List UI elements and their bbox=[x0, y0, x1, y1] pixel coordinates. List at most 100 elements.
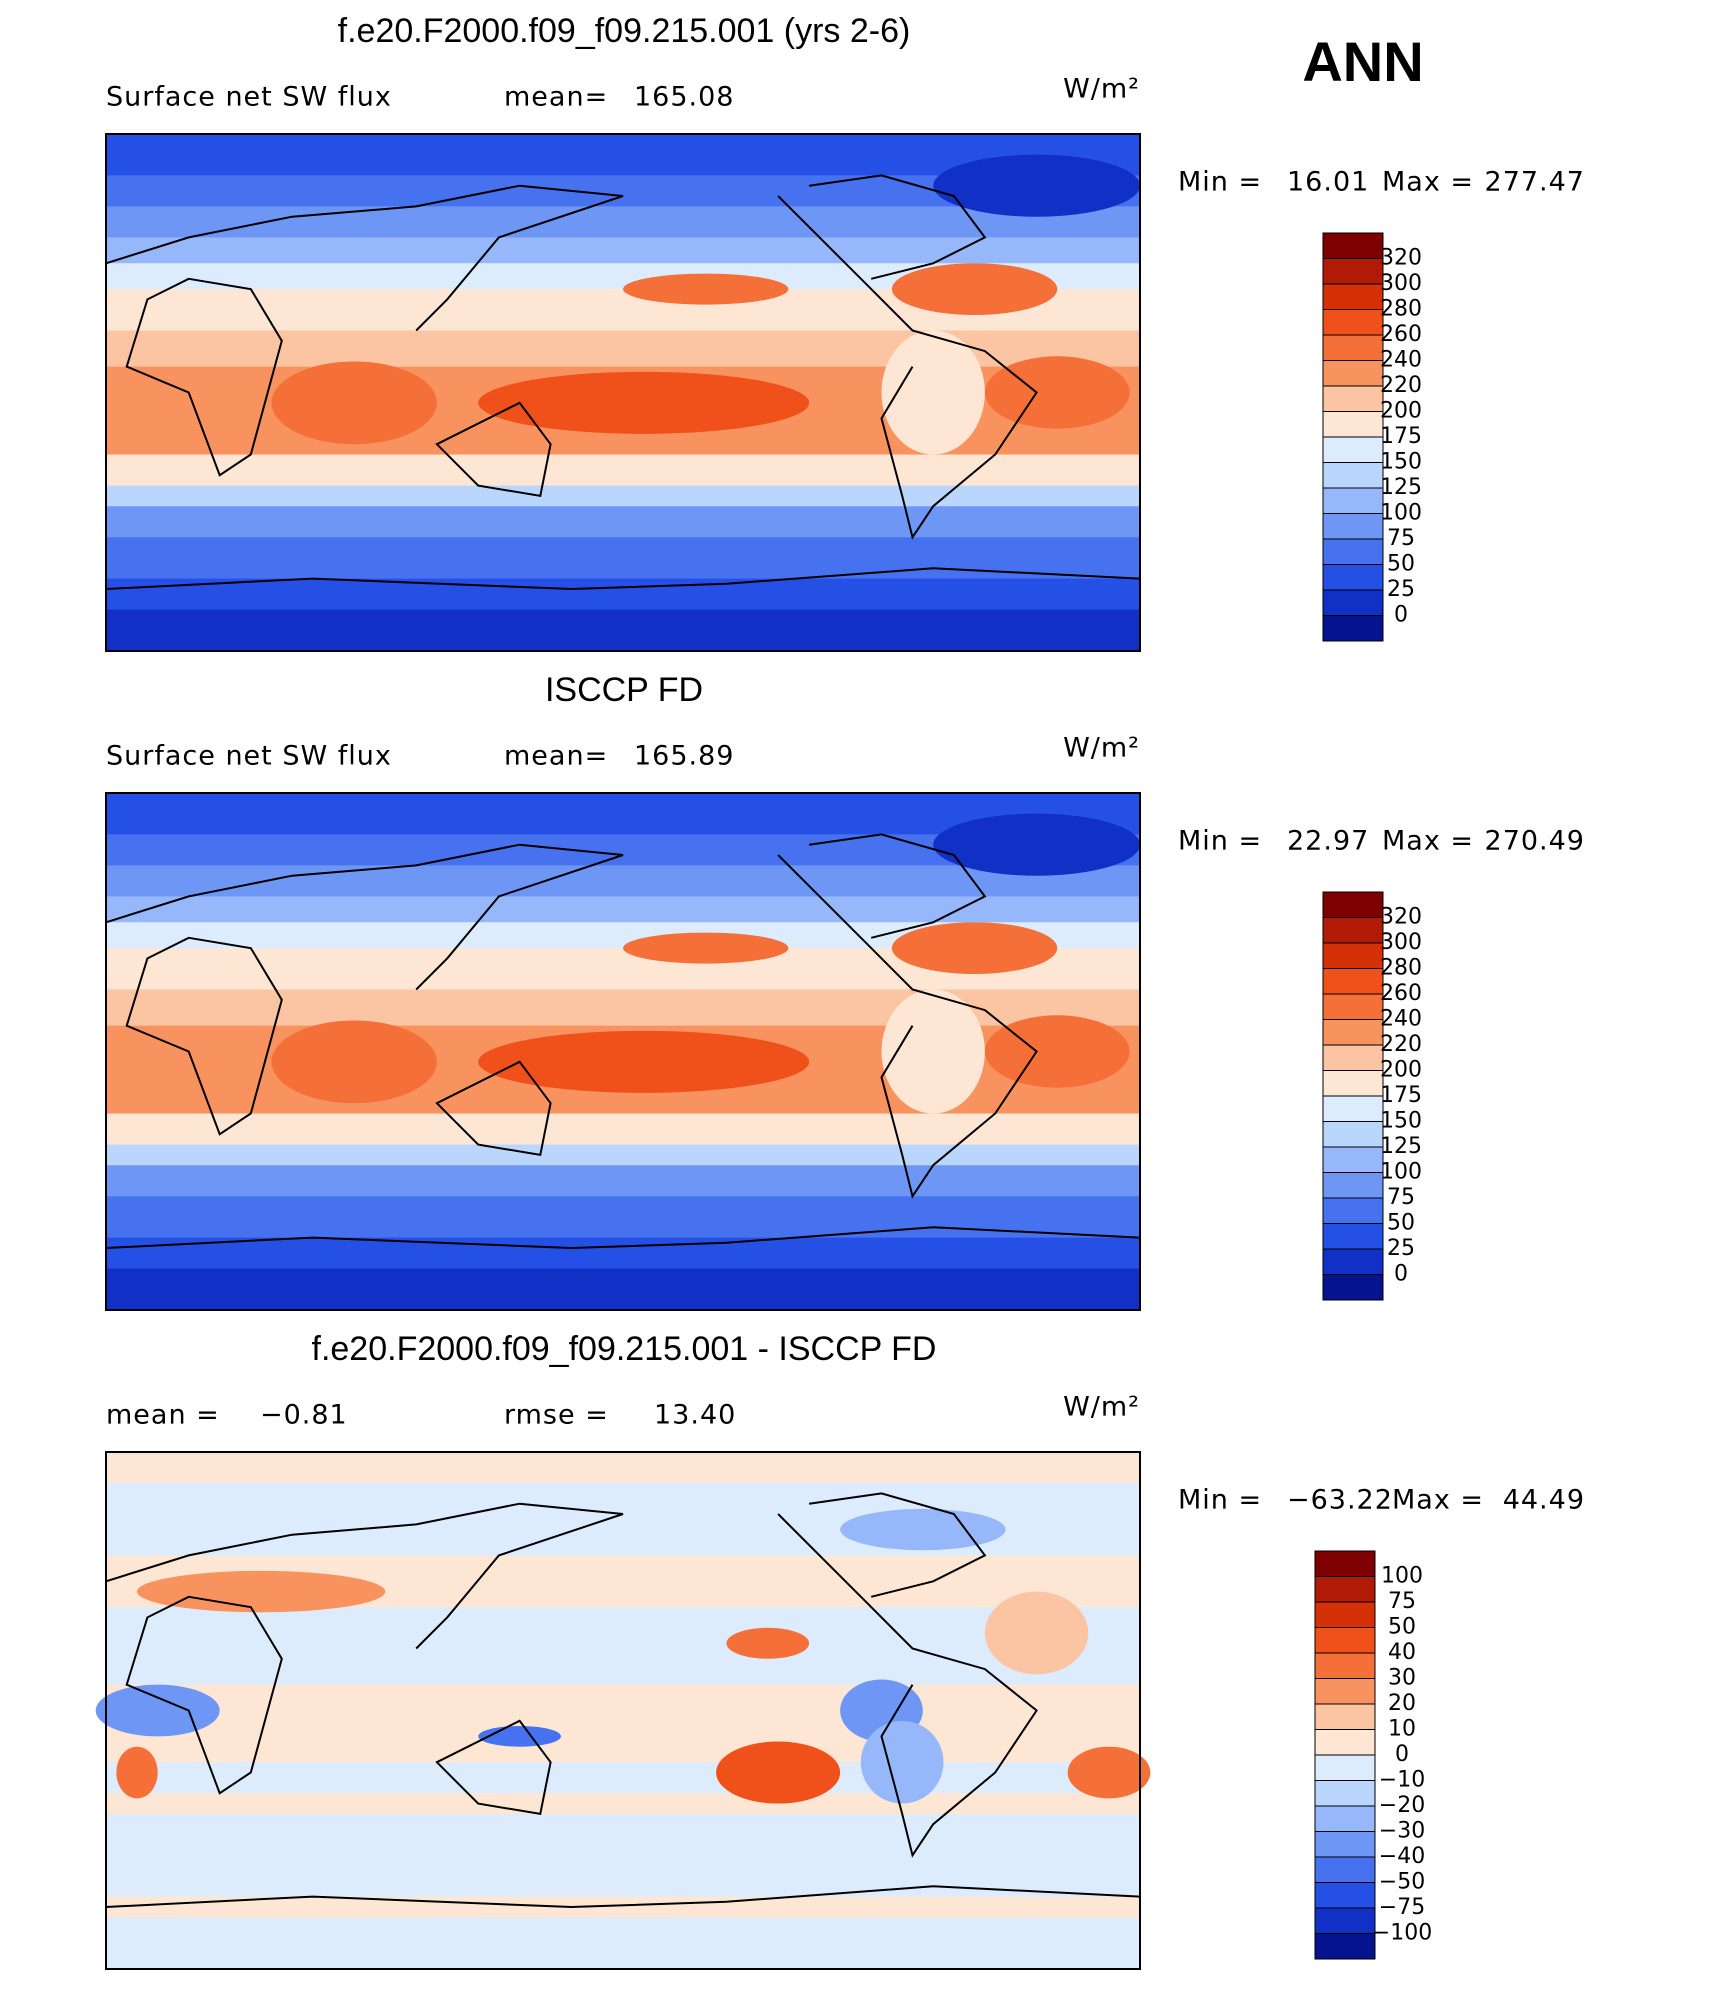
colorbar-box bbox=[1322, 993, 1384, 1020]
map bbox=[95, 1452, 1151, 1970]
colorbar-box bbox=[1314, 1627, 1376, 1654]
field-blob bbox=[891, 922, 1058, 974]
coastline bbox=[808, 174, 987, 280]
colorbar-box bbox=[1314, 1576, 1376, 1603]
colorbar-label: 200 bbox=[1380, 1058, 1422, 1083]
field-band bbox=[106, 1896, 1140, 1918]
coastline bbox=[777, 195, 1038, 540]
colorbar-label: −100 bbox=[1372, 1921, 1432, 1946]
colorbar-label: −20 bbox=[1379, 1793, 1425, 1818]
colorbar-box bbox=[1322, 462, 1384, 489]
field-band bbox=[106, 1144, 1140, 1166]
field-band bbox=[106, 1684, 1140, 1763]
colorbar-label: 320 bbox=[1380, 246, 1422, 271]
colorbar-label: 300 bbox=[1380, 271, 1422, 296]
colorbar-label: 0 bbox=[1395, 1742, 1409, 1767]
colorbar-label: 0 bbox=[1394, 1262, 1408, 1287]
left-label: Surface net SW flux bbox=[106, 741, 392, 772]
map-frame bbox=[105, 133, 1141, 652]
field-band bbox=[106, 865, 1140, 897]
colorbar-label: 240 bbox=[1380, 1007, 1422, 1032]
panel-title: f.e20.F2000.f09_f09.215.001 - ISCCP FD bbox=[312, 1330, 937, 1368]
field-blob bbox=[840, 1508, 1006, 1551]
field-band bbox=[106, 1607, 1140, 1686]
colorbar-label: 175 bbox=[1380, 1083, 1422, 1108]
colorbar-box bbox=[1322, 942, 1384, 969]
colorbar-label: 125 bbox=[1380, 1134, 1422, 1159]
colorbar-box bbox=[1314, 1882, 1376, 1909]
colorbar-label: 100 bbox=[1380, 501, 1422, 526]
min-value: 16.01 bbox=[1287, 167, 1369, 198]
colorbar-label: −40 bbox=[1379, 1844, 1425, 1869]
coastline bbox=[435, 1060, 552, 1157]
colorbar-label: −30 bbox=[1379, 1819, 1425, 1844]
colorbar-box bbox=[1322, 232, 1384, 259]
colorbar-box bbox=[1314, 1856, 1376, 1883]
field-band bbox=[106, 1165, 1140, 1197]
colorbar-box bbox=[1322, 334, 1384, 361]
field-blob bbox=[116, 1746, 158, 1799]
map-frame bbox=[105, 792, 1141, 1311]
max-label: Max = bbox=[1382, 167, 1474, 198]
coastline bbox=[125, 277, 283, 477]
colorbar-label: 280 bbox=[1380, 297, 1422, 322]
colorbar-box bbox=[1314, 1780, 1376, 1807]
field-blob bbox=[984, 1015, 1130, 1088]
field-band bbox=[106, 896, 1140, 923]
field-band bbox=[106, 1452, 1140, 1484]
colorbar-label: 150 bbox=[1380, 450, 1422, 475]
field-blob bbox=[984, 1591, 1089, 1675]
field-blob bbox=[716, 1741, 841, 1804]
colorbar-box bbox=[1322, 1197, 1384, 1224]
max-label: Max = bbox=[1392, 1485, 1484, 1516]
colorbar-label: 50 bbox=[1387, 552, 1415, 577]
colorbar-label: 125 bbox=[1380, 475, 1422, 500]
stat-label: rmse = bbox=[504, 1400, 609, 1431]
colorbar-box bbox=[1322, 1172, 1384, 1199]
colorbar-box bbox=[1322, 1070, 1384, 1097]
colorbar-box bbox=[1314, 1601, 1376, 1628]
field-blob bbox=[984, 356, 1130, 429]
colorbar-box bbox=[1322, 1248, 1384, 1275]
coastline bbox=[777, 1513, 1038, 1858]
stat-value: 165.08 bbox=[634, 82, 734, 113]
colorbar-label: 100 bbox=[1380, 1160, 1422, 1185]
max-label: Max = bbox=[1382, 826, 1474, 857]
coastline bbox=[125, 936, 283, 1136]
max-value: 270.49 bbox=[1485, 826, 1585, 857]
coastline bbox=[435, 1719, 552, 1816]
colorbar-label: 220 bbox=[1380, 373, 1422, 398]
coastline bbox=[105, 567, 1141, 591]
coastline bbox=[105, 184, 624, 332]
field-blob bbox=[881, 989, 985, 1114]
colorbar-box bbox=[1322, 283, 1384, 310]
colorbar-box bbox=[1322, 385, 1384, 412]
coastline bbox=[105, 843, 624, 991]
colorbar-box bbox=[1322, 1095, 1384, 1122]
colorbar-box bbox=[1322, 1019, 1384, 1046]
field-band bbox=[106, 578, 1140, 611]
coastline bbox=[777, 854, 1038, 1199]
colorbar-box bbox=[1322, 589, 1384, 616]
stat-label: mean= bbox=[504, 82, 608, 113]
colorbar-box bbox=[1314, 1907, 1376, 1934]
colorbar-label: 260 bbox=[1380, 322, 1422, 347]
coastline bbox=[105, 1885, 1141, 1909]
colorbar-box bbox=[1322, 513, 1384, 540]
colorbar-box bbox=[1322, 1121, 1384, 1148]
colorbar-label: 75 bbox=[1388, 1589, 1416, 1614]
colorbar-label: 240 bbox=[1380, 348, 1422, 373]
colorbar-box bbox=[1322, 891, 1384, 918]
colorbar-box bbox=[1322, 1044, 1384, 1071]
left-value: −0.81 bbox=[260, 1400, 348, 1431]
units: W/m² bbox=[1063, 733, 1140, 764]
field-blob bbox=[933, 813, 1140, 876]
units: W/m² bbox=[1063, 74, 1140, 105]
colorbar-box bbox=[1314, 1933, 1376, 1960]
panel-title: ISCCP FD bbox=[545, 671, 703, 709]
colorbar-box bbox=[1322, 564, 1384, 591]
colorbar-label: 300 bbox=[1380, 930, 1422, 955]
stat-value: 13.40 bbox=[654, 1400, 736, 1431]
coastline bbox=[435, 401, 552, 498]
map bbox=[105, 793, 1141, 1311]
